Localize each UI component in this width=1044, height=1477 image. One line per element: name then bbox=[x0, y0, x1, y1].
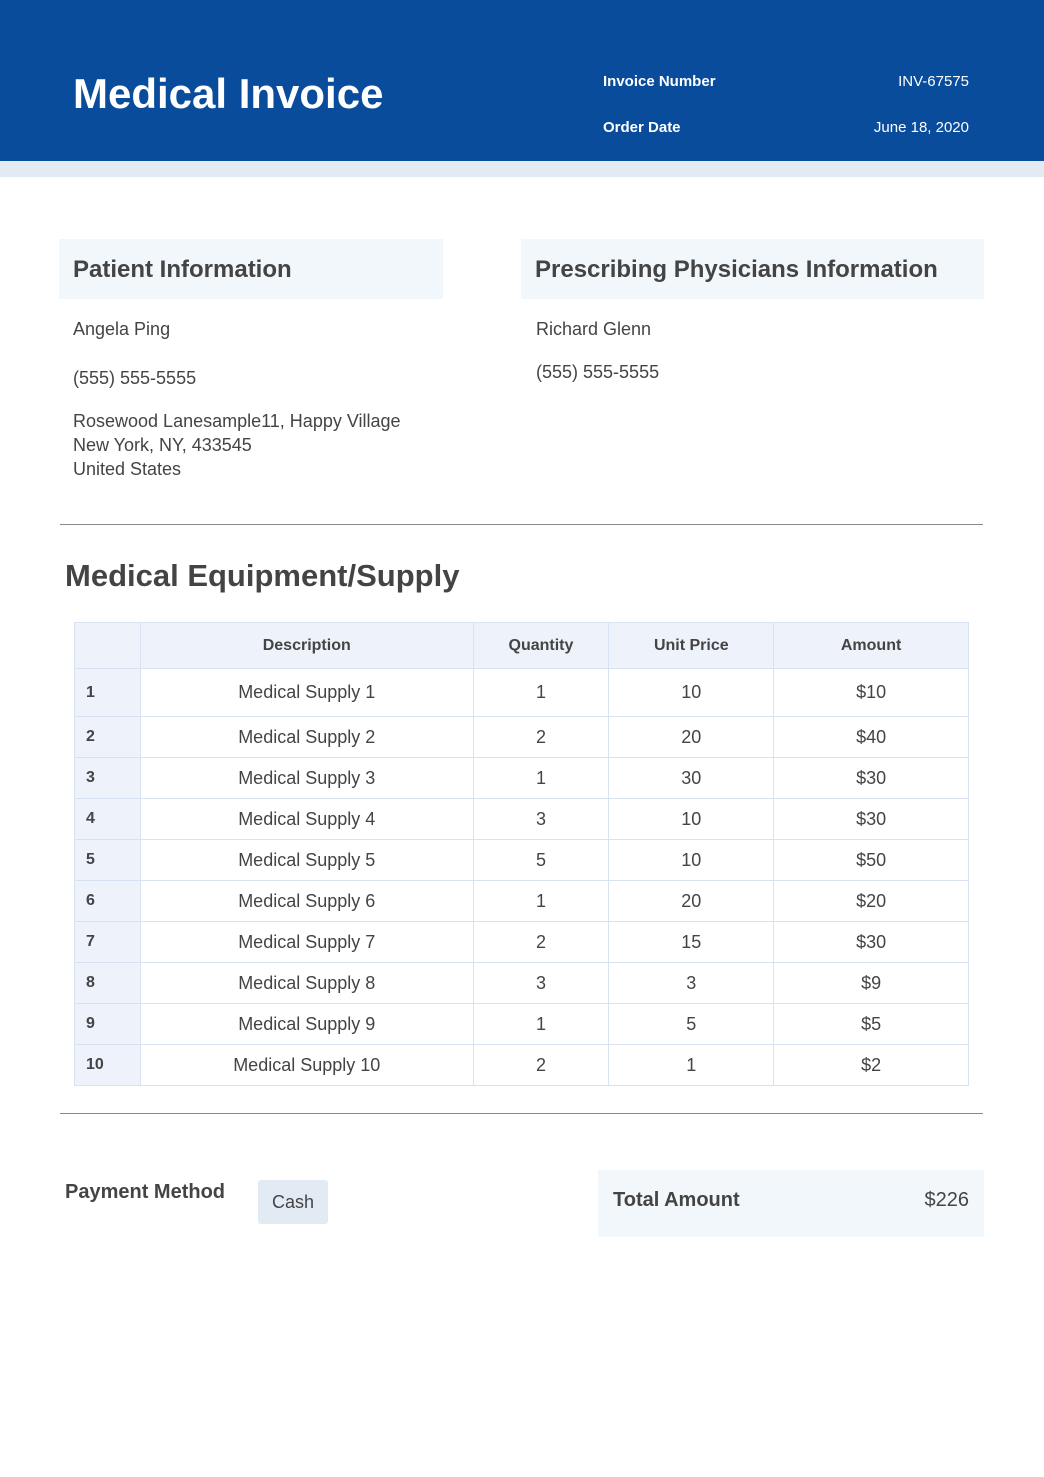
invoice-number: INV-67575 bbox=[898, 73, 969, 90]
table-row: 3 Medical Supply 3 1 30 $30 bbox=[74, 757, 969, 799]
item-amount: $30 bbox=[773, 921, 969, 963]
item-quantity: 1 bbox=[472, 668, 610, 717]
table-row: 9 Medical Supply 9 1 5 $5 bbox=[74, 1003, 969, 1045]
row-number: 9 bbox=[74, 1003, 141, 1045]
physician-phone: (555) 555-5555 bbox=[536, 362, 660, 382]
patient-address-line3: United States bbox=[73, 459, 182, 479]
item-amount: $20 bbox=[773, 880, 969, 922]
item-amount: $5 bbox=[773, 1003, 969, 1045]
patient-address-line2: New York, NY, 433545 bbox=[73, 435, 252, 455]
item-unit-price: 30 bbox=[608, 757, 775, 799]
table-row: 4 Medical Supply 4 3 10 $30 bbox=[74, 798, 969, 840]
physician-heading: Prescribing Physicians Information bbox=[521, 239, 984, 299]
row-number: 3 bbox=[74, 757, 141, 799]
payment-method-label: Payment Method bbox=[65, 1181, 226, 1203]
item-quantity: 3 bbox=[472, 798, 610, 840]
row-number: 6 bbox=[74, 880, 141, 922]
item-description: Medical Supply 7 bbox=[139, 921, 474, 963]
item-quantity: 2 bbox=[472, 716, 610, 758]
row-number: 7 bbox=[74, 921, 141, 963]
order-date-label: Order Date bbox=[603, 119, 681, 136]
invoice-header: Medical Invoice Invoice Number INV-67575… bbox=[0, 0, 1044, 161]
column-header-unit-price: Unit Price bbox=[608, 622, 775, 669]
table-row: 7 Medical Supply 7 2 15 $30 bbox=[74, 921, 969, 963]
item-amount: $2 bbox=[773, 1044, 969, 1086]
item-amount: $9 bbox=[773, 962, 969, 1004]
divider bbox=[60, 1113, 983, 1114]
item-quantity: 1 bbox=[472, 880, 610, 922]
payment-method-badge: Cash bbox=[258, 1180, 328, 1224]
total-box: Total Amount $226 bbox=[598, 1170, 984, 1237]
table-row: 6 Medical Supply 6 1 20 $20 bbox=[74, 880, 969, 922]
item-unit-price: 20 bbox=[608, 880, 775, 922]
patient-name: Angela Ping bbox=[73, 319, 171, 339]
column-header-description: Description bbox=[139, 622, 474, 669]
item-description: Medical Supply 9 bbox=[139, 1003, 474, 1045]
row-number: 10 bbox=[74, 1044, 141, 1086]
item-quantity: 5 bbox=[472, 839, 610, 881]
column-header-quantity: Quantity bbox=[472, 622, 610, 669]
item-amount: $50 bbox=[773, 839, 969, 881]
item-description: Medical Supply 8 bbox=[139, 962, 474, 1004]
column-header bbox=[74, 622, 141, 669]
item-description: Medical Supply 5 bbox=[139, 839, 474, 881]
row-number: 5 bbox=[74, 839, 141, 881]
column-header-amount: Amount bbox=[773, 622, 969, 669]
item-description: Medical Supply 3 bbox=[139, 757, 474, 799]
order-date: June 18, 2020 bbox=[873, 119, 969, 136]
invoice-title: Medical Invoice bbox=[73, 70, 384, 117]
header-band bbox=[0, 161, 1044, 177]
table-row: 5 Medical Supply 5 5 10 $50 bbox=[74, 839, 969, 881]
item-amount: $30 bbox=[773, 757, 969, 799]
row-number: 8 bbox=[74, 962, 141, 1004]
item-unit-price: 5 bbox=[608, 1003, 775, 1045]
items-heading: Medical Equipment/Supply bbox=[65, 558, 460, 593]
table-row: 1 Medical Supply 1 1 10 $10 bbox=[74, 668, 969, 717]
item-unit-price: 1 bbox=[608, 1044, 775, 1086]
item-description: Medical Supply 1 bbox=[139, 668, 474, 717]
patient-address-line1: Rosewood Lanesample11, Happy Village bbox=[73, 411, 401, 431]
row-number: 1 bbox=[74, 668, 141, 717]
table-row: 10 Medical Supply 10 2 1 $2 bbox=[74, 1044, 969, 1086]
item-unit-price: 10 bbox=[608, 839, 775, 881]
item-unit-price: 15 bbox=[608, 921, 775, 963]
total-label: Total Amount bbox=[613, 1189, 740, 1211]
item-amount: $40 bbox=[773, 716, 969, 758]
item-unit-price: 10 bbox=[608, 798, 775, 840]
item-description: Medical Supply 4 bbox=[139, 798, 474, 840]
item-quantity: 1 bbox=[472, 1003, 610, 1045]
row-number: 2 bbox=[74, 716, 141, 758]
item-unit-price: 10 bbox=[608, 668, 775, 717]
item-description: Medical Supply 6 bbox=[139, 880, 474, 922]
table-header-row: Description Quantity Unit Price Amount bbox=[74, 622, 969, 669]
table-row: 2 Medical Supply 2 2 20 $40 bbox=[74, 716, 969, 758]
row-number: 4 bbox=[74, 798, 141, 840]
item-amount: $10 bbox=[773, 668, 969, 717]
items-table: Description Quantity Unit Price Amount 1… bbox=[74, 622, 969, 1086]
total-value: $226 bbox=[924, 1189, 970, 1211]
item-quantity: 3 bbox=[472, 962, 610, 1004]
item-description: Medical Supply 2 bbox=[139, 716, 474, 758]
patient-heading: Patient Information bbox=[59, 239, 443, 299]
physician-name: Richard Glenn bbox=[536, 319, 652, 339]
patient-phone: (555) 555-5555 bbox=[73, 368, 197, 388]
table-row: 8 Medical Supply 8 3 3 $9 bbox=[74, 962, 969, 1004]
item-amount: $30 bbox=[773, 798, 969, 840]
item-quantity: 2 bbox=[472, 921, 610, 963]
invoice-number-label: Invoice Number bbox=[603, 73, 716, 90]
item-unit-price: 20 bbox=[608, 716, 775, 758]
item-quantity: 2 bbox=[472, 1044, 610, 1086]
item-quantity: 1 bbox=[472, 757, 610, 799]
item-description: Medical Supply 10 bbox=[139, 1044, 474, 1086]
item-unit-price: 3 bbox=[608, 962, 775, 1004]
divider bbox=[60, 524, 983, 525]
